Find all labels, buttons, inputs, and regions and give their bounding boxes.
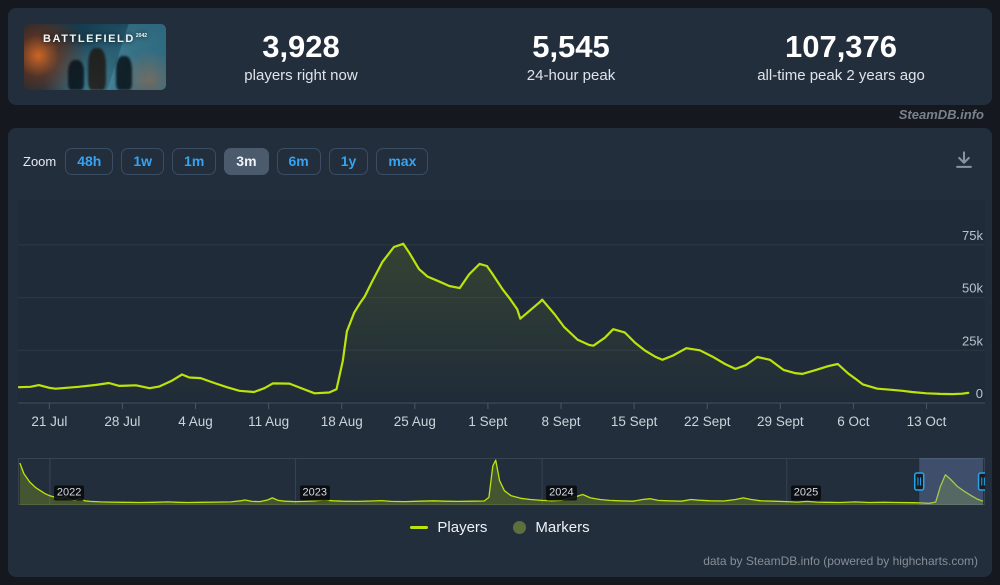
- svg-text:6 Oct: 6 Oct: [837, 414, 870, 429]
- download-chart-button[interactable]: [951, 147, 977, 176]
- zoom-range-1m[interactable]: 1m: [172, 147, 217, 176]
- zoom-range-1y[interactable]: 1y: [328, 147, 369, 176]
- stat-label: 24-hour peak: [526, 67, 616, 85]
- game-capsule-image: BATTLEFIELD2042: [24, 23, 166, 90]
- svg-text:75k: 75k: [962, 228, 983, 243]
- app-header-card: BATTLEFIELD2042 3,928 players right now …: [8, 8, 992, 105]
- svg-text:18 Aug: 18 Aug: [321, 414, 363, 429]
- navigator-selected-range[interactable]: [919, 458, 984, 505]
- navigator-year-label: 2024: [546, 485, 577, 501]
- chart-toolbar: Zoom 48h 1w 1m 3m 6m 1y max: [23, 147, 977, 176]
- svg-text:8 Sept: 8 Sept: [542, 414, 581, 429]
- players-line-chart: 21 Jul 28 Jul 4 Aug 11 Aug 18 Aug 25 Aug 1 Sep…: [17, 200, 985, 429]
- stat-value: 3,928: [262, 28, 340, 64]
- download-icon: [956, 151, 972, 168]
- svg-text:4 Aug: 4 Aug: [178, 414, 213, 429]
- legend-label: Markers: [535, 519, 590, 536]
- zoom-range-3m[interactable]: 3m: [224, 147, 269, 176]
- navigator-mini-chart: [18, 458, 985, 505]
- game-logo: BATTLEFIELD2042: [42, 32, 148, 45]
- stat-value: 107,376: [784, 28, 898, 64]
- zoom-range-48h[interactable]: 48h: [65, 147, 114, 176]
- navigator-year-label: 2025: [790, 485, 822, 501]
- zoom-range-1w[interactable]: 1w: [121, 147, 165, 176]
- svg-text:13 Oct: 13 Oct: [907, 414, 947, 429]
- legend-item-markers[interactable]: Markers: [513, 519, 590, 536]
- svg-text:15 Sept: 15 Sept: [611, 414, 658, 429]
- capsule-art-soldier: [88, 47, 106, 90]
- players-line-marker-icon: [410, 526, 429, 529]
- navigator-right-handle[interactable]: [977, 472, 985, 491]
- zoom-label: Zoom: [23, 154, 57, 169]
- stat-label: all-time peak 2 years ago: [757, 67, 925, 85]
- chart-credits-link[interactable]: data by SteamDB.info (powered by highcha…: [703, 554, 978, 568]
- navigator-year-label: 2022: [53, 485, 85, 501]
- svg-text:25 Aug: 25 Aug: [394, 414, 436, 429]
- capsule-art-soldier: [116, 55, 132, 90]
- svg-text:29 Sept: 29 Sept: [757, 414, 804, 429]
- navigator-left-handle[interactable]: [913, 472, 925, 491]
- svg-text:50k: 50k: [962, 281, 983, 296]
- stat-alltime-peak: 107,376 all-time peak 2 years ago: [706, 29, 976, 85]
- zoom-range-6m[interactable]: 6m: [276, 147, 321, 176]
- navigator-year-label: 2023: [299, 485, 330, 501]
- stat-value: 5,545: [532, 28, 610, 64]
- svg-text:21 Jul: 21 Jul: [31, 414, 67, 429]
- svg-text:0: 0: [976, 386, 983, 401]
- main-chart-plot-area[interactable]: 21 Jul 28 Jul 4 Aug 11 Aug 18 Aug 25 Aug 1 Sep…: [17, 200, 985, 432]
- zoom-range-max[interactable]: max: [376, 147, 429, 176]
- chart-navigator[interactable]: 2022 2023 2024 2025: [18, 458, 985, 505]
- stat-label: players right now: [244, 67, 358, 85]
- steamdb-watermark: SteamDB.info: [898, 107, 984, 122]
- capsule-art-soldier: [68, 59, 84, 90]
- svg-text:28 Jul: 28 Jul: [104, 414, 140, 429]
- svg-text:22 Sept: 22 Sept: [684, 414, 731, 429]
- player-stats: 3,928 players right now 5,545 24-hour pe…: [166, 29, 976, 85]
- stat-24h-peak: 5,545 24-hour peak: [436, 29, 706, 85]
- legend-item-players[interactable]: Players: [410, 519, 487, 536]
- stat-current-players: 3,928 players right now: [166, 29, 436, 85]
- legend-label: Players: [437, 519, 488, 536]
- markers-circle-marker-icon: [513, 521, 527, 534]
- svg-text:25k: 25k: [962, 333, 983, 348]
- chart-legend: Players Markers: [8, 519, 992, 536]
- svg-text:11 Aug: 11 Aug: [248, 414, 289, 429]
- player-chart-card: Zoom 48h 1w 1m 3m 6m 1y max 21 Jul 28 Jul…: [8, 128, 992, 577]
- svg-text:1 Sept: 1 Sept: [468, 414, 507, 429]
